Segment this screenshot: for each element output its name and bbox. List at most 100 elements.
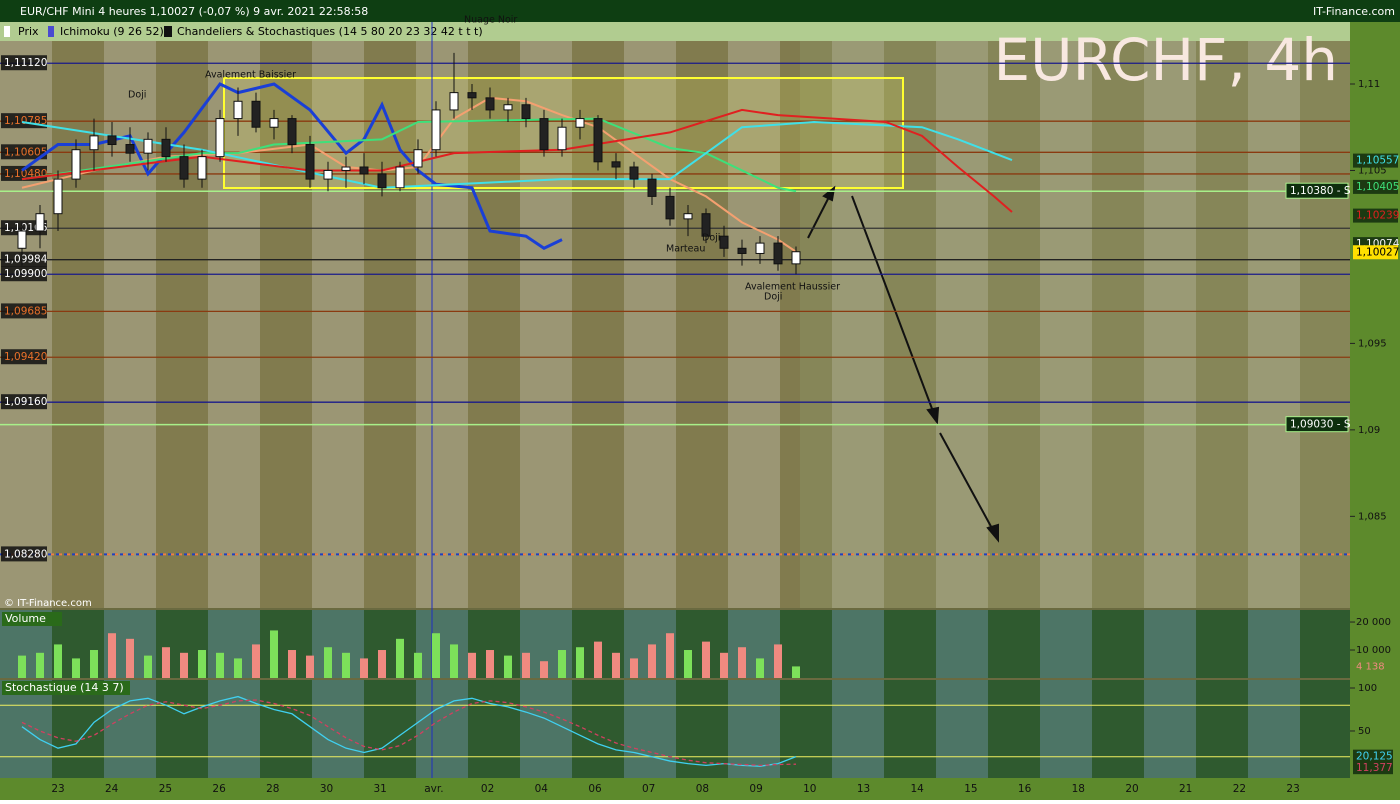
level-label: 1,09160 [4, 396, 47, 408]
volume-bar [702, 641, 710, 678]
x-tick-label: 23 [1286, 783, 1299, 795]
candle-body [539, 118, 549, 151]
level-label: 1,09685 [4, 305, 47, 317]
stripe [884, 41, 936, 608]
x-tick-label: 15 [964, 783, 977, 795]
stripe [260, 41, 312, 608]
candle-body [251, 100, 261, 128]
y-tick-label: 1,095 [1358, 338, 1387, 349]
legend-bar [0, 22, 1350, 41]
x-tick-label: 10 [803, 783, 816, 795]
stripe [312, 610, 364, 778]
level-badge [1, 394, 47, 410]
candle-body [449, 92, 459, 111]
volume-bar [378, 650, 386, 678]
x-tick-label: 26 [212, 783, 226, 795]
stripe [520, 610, 572, 778]
volume-bar [774, 644, 782, 678]
pattern-label: Doji [702, 233, 720, 244]
candle-body [413, 149, 423, 168]
candle-body [467, 92, 477, 99]
stripe [1248, 610, 1300, 778]
stripe [936, 610, 988, 778]
stripe [884, 610, 936, 778]
candle-body [629, 166, 639, 180]
candle-body [53, 178, 63, 215]
candle-body [341, 166, 351, 171]
volume-bar [612, 652, 620, 678]
stripe [988, 41, 1040, 608]
stripe [728, 610, 780, 778]
volume-last-label: 4 138 [1356, 661, 1385, 672]
volume-bar [162, 647, 170, 678]
volume-bar [720, 652, 728, 678]
y-tick-label: 1,09 [1358, 425, 1380, 436]
x-tick-label: 28 [266, 783, 279, 795]
x-tick-label: 21 [1179, 783, 1192, 795]
candle-body [197, 156, 207, 180]
stripe [572, 610, 624, 778]
stripe [1040, 610, 1092, 778]
x-tick-label: 22 [1233, 783, 1246, 795]
volume-bar [90, 650, 98, 678]
volume-bar [648, 644, 656, 678]
stripe [1248, 41, 1300, 608]
stripe [0, 41, 52, 608]
candle-body [755, 242, 765, 254]
right-axis [1350, 22, 1400, 778]
price-badge-label: 1,10557 [1356, 155, 1399, 167]
candle-body [359, 166, 369, 175]
x-tick-label: 14 [911, 783, 925, 795]
candle-body [233, 100, 243, 120]
volume-bar [54, 644, 62, 678]
volume-bar [540, 661, 548, 678]
volume-bar [450, 644, 458, 678]
pattern-label: Doji [128, 90, 146, 101]
stripe [1092, 41, 1144, 608]
candle-body [791, 251, 801, 265]
stripe [780, 610, 832, 778]
stripe [1040, 41, 1092, 608]
stripe [728, 41, 780, 608]
candle-body [125, 144, 135, 154]
x-tick-label: 18 [1072, 783, 1085, 795]
volume-bar [666, 633, 674, 678]
stripe [208, 610, 260, 778]
candle-body [665, 195, 675, 220]
level-badge [1, 266, 47, 282]
volume-bar [792, 666, 800, 678]
y-tick-label: 1,105 [1358, 165, 1387, 176]
volume-bar [576, 647, 584, 678]
x-tick-label: 04 [535, 783, 549, 795]
support-label: 1,10380 - S [1290, 185, 1351, 197]
indicator-line [21, 108, 1013, 213]
pattern-label: Doji [764, 292, 782, 303]
volume-bar [558, 650, 566, 678]
volume-bar [522, 652, 530, 678]
volume-bar [234, 658, 242, 678]
header-bar [0, 0, 1400, 22]
y-tick-label: 10 000 [1356, 645, 1391, 656]
candle-body [17, 230, 27, 249]
candle-body [773, 242, 783, 265]
x-tick-label: avr. [424, 783, 443, 795]
stripe [1196, 41, 1248, 608]
candle-body [395, 166, 405, 189]
level-label: 1,09420 [4, 351, 47, 363]
candle-body [719, 235, 729, 249]
stripe [156, 610, 208, 778]
x-tick-label: 30 [320, 783, 333, 795]
stoch-line [21, 699, 797, 767]
stoch-badge [1353, 761, 1393, 775]
stripe [676, 41, 728, 608]
volume-bar [216, 652, 224, 678]
header-site: IT-Finance.com [1313, 5, 1395, 18]
indicator-line [21, 121, 1013, 189]
level-badge [1, 349, 47, 365]
volume-bar [360, 658, 368, 678]
support-badge [1285, 416, 1349, 433]
candle-body [611, 161, 621, 168]
candle-body [143, 138, 153, 154]
candle-body [647, 178, 657, 197]
